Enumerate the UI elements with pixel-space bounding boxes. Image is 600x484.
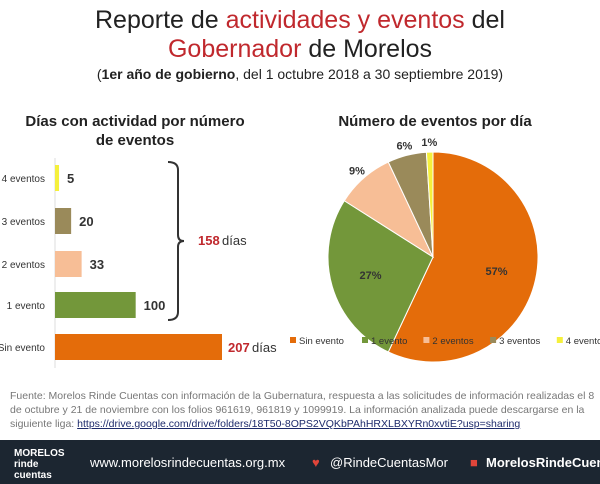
main-title: Reporte de actividades y eventos del Gobe…	[95, 6, 505, 63]
bracket	[167, 161, 185, 321]
bar	[55, 292, 136, 318]
facebook-handle[interactable]: MorelosRindeCuent	[486, 455, 600, 470]
subtitle: (1er año de gobierno, del 1 octubre 2018…	[96, 66, 504, 82]
bar-chart-title: Días con actividad por número de eventos	[25, 113, 245, 149]
bar-category-label: 2 eventos	[2, 260, 45, 271]
twitter-icon: ♥	[312, 455, 320, 470]
legend-swatch	[490, 337, 497, 343]
bar-value-label: 33	[90, 257, 104, 272]
legend-label: 4 eventos	[566, 336, 600, 347]
pie-data-label: 57%	[486, 266, 508, 278]
pie-slice	[425, 151, 434, 258]
twitter-handle[interactable]: @RindeCuentasMor	[330, 455, 448, 470]
legend-label: 1 evento	[371, 336, 407, 347]
bar-category-label: 1 evento	[7, 301, 46, 312]
source-link[interactable]: https://drive.google.com/drive/folders/1…	[77, 418, 521, 430]
pie-slice	[387, 151, 539, 363]
pie-data-label: 1%	[421, 137, 437, 149]
source-note: Fuente: Morelos Rinde Cuentas con inform…	[10, 390, 595, 430]
footer: MORELOS rinde cuentas www.morelosrindecuen…	[0, 440, 600, 484]
bar-category-label: Sin evento	[0, 343, 45, 354]
pie-chart-title: Número de eventos por día	[338, 113, 532, 130]
legend-label: 3 eventos	[499, 336, 540, 347]
bar-unit-label: días	[252, 340, 277, 355]
logo: MORELOS rinde cuentas	[14, 448, 65, 481]
legend-label: Sin evento	[299, 336, 344, 347]
facebook-icon: ■	[470, 455, 478, 470]
bar	[55, 334, 222, 360]
pie-data-label: 27%	[359, 270, 381, 282]
legend-label: 2 eventos	[432, 336, 473, 347]
pie-data-label: 9%	[349, 166, 365, 178]
bar-value-label: 5	[67, 171, 74, 186]
bracket-total: 158	[198, 233, 220, 248]
pie-data-label: 6%	[396, 141, 412, 153]
bar	[55, 165, 60, 191]
bar	[55, 208, 72, 234]
legend-swatch	[362, 337, 368, 343]
bar-category-label: 3 eventos	[2, 217, 45, 228]
bar-value-label: 20	[79, 214, 93, 229]
bar-value-label: 100	[144, 298, 166, 313]
pie-slice	[327, 200, 434, 353]
bar-category-label: 4 eventos	[2, 174, 45, 185]
charts: 4 eventos 5 3 eventos 20 2 eventos 33 1 evento…	[0, 137, 600, 368]
bracket-unit: días	[222, 233, 247, 248]
legend-swatch	[423, 337, 430, 343]
bar-value-label: 207	[228, 340, 250, 355]
bar	[55, 251, 82, 277]
legend-swatch	[290, 337, 296, 343]
legend-swatch	[556, 337, 563, 343]
website-link[interactable]: www.morelosrindecuentas.org.mx	[90, 455, 286, 470]
